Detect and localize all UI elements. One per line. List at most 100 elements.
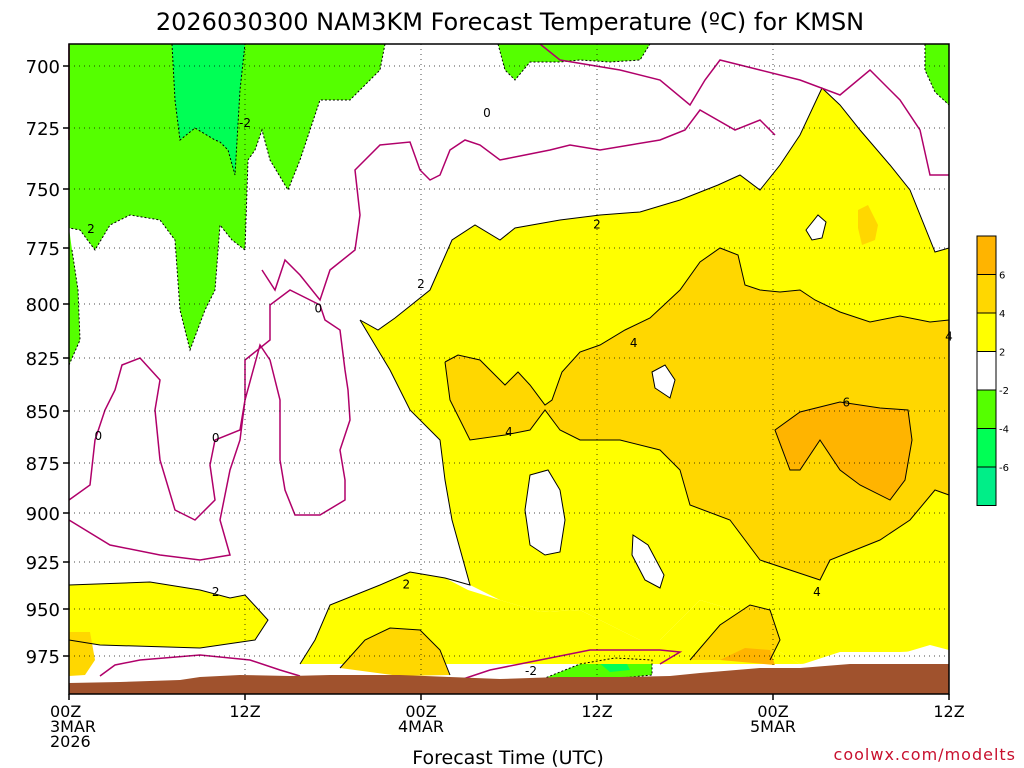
contour-label: 0 bbox=[212, 431, 220, 445]
contour-label: 2 bbox=[417, 277, 425, 291]
plot-area bbox=[68, 43, 950, 695]
x-tick-label: 4MAR bbox=[398, 717, 444, 736]
credit-text: coolwx.com/modelts bbox=[834, 745, 1016, 764]
y-tick-label: 700 bbox=[26, 57, 60, 78]
contour-2-line-main bbox=[359, 87, 950, 331]
colorbar-segment bbox=[977, 274, 996, 313]
colorbar-segment bbox=[977, 428, 996, 467]
zero-isotherm-mid-left bbox=[261, 109, 776, 302]
contour-label: 0 bbox=[95, 429, 103, 443]
contour-labels: -2 2 0 2 2 0 4 4 0 0 4 6 2 2 4 -2 bbox=[87, 106, 953, 678]
x-tick-label: 12Z bbox=[581, 702, 612, 721]
contour-4-hole-c bbox=[651, 364, 676, 399]
warm-region-6c bbox=[775, 402, 912, 500]
colorbar-segment bbox=[977, 390, 996, 429]
contour-minus4-line bbox=[171, 43, 246, 176]
contour-label: 4 bbox=[945, 329, 953, 343]
contour-label: 2 bbox=[87, 222, 95, 236]
colorbar-segment bbox=[977, 313, 996, 352]
contour-6-line bbox=[774, 401, 913, 501]
y-tick-label: 975 bbox=[26, 647, 60, 668]
zero-isotherm-surface bbox=[459, 649, 683, 681]
y-tick-label: 950 bbox=[26, 600, 60, 621]
terrain-surface bbox=[69, 664, 949, 694]
zero-isotherm-low bbox=[99, 654, 301, 677]
y-axis-ticks: 700 725 750 775 800 825 850 875 900 925 950 975 bbox=[26, 57, 69, 668]
colorbar-label: 4 bbox=[999, 309, 1005, 320]
x-tick-label: 2026 bbox=[50, 732, 91, 751]
contour-label: 2 bbox=[403, 578, 411, 592]
colorbar-frame bbox=[976, 235, 997, 506]
y-tick-label: 925 bbox=[26, 553, 60, 574]
contour-4-line-main-lower bbox=[444, 361, 950, 581]
contour-label: 4 bbox=[630, 336, 638, 350]
cold-region-upper-mid bbox=[498, 44, 650, 80]
colorbar-label: -6 bbox=[999, 463, 1009, 474]
x-tick-label: 5MAR bbox=[750, 717, 796, 736]
warm-region-low-left bbox=[69, 582, 268, 648]
warm-region-4c-main bbox=[445, 248, 949, 580]
colorbar-label: 6 bbox=[999, 271, 1005, 282]
y-tick-label: 775 bbox=[26, 239, 60, 260]
warm-hole-surface bbox=[800, 650, 949, 666]
contour-minus2-line-a bbox=[68, 43, 386, 352]
x-axis-label: Forecast Time (UTC) bbox=[412, 747, 603, 768]
cold-region-upper-left bbox=[69, 44, 385, 350]
contour-label: 0 bbox=[315, 301, 323, 315]
cold-region-upper-left-rim bbox=[69, 228, 80, 365]
x-tick-label: 12Z bbox=[229, 702, 260, 721]
contour-4-line-main bbox=[444, 247, 950, 406]
zero-isotherm-left-loop bbox=[68, 289, 351, 561]
contour-2-line-low-left bbox=[68, 581, 269, 649]
y-tick-label: 900 bbox=[26, 504, 60, 525]
contour-2-line-main-lower bbox=[299, 319, 471, 665]
contour-label: 2 bbox=[593, 217, 601, 231]
warm-hole-b bbox=[632, 535, 664, 588]
x-tick-label: 12Z bbox=[933, 702, 964, 721]
contour-label: -2 bbox=[525, 664, 537, 678]
chart-title: 2026030300 NAM3KM Forecast Temperature (… bbox=[156, 8, 864, 36]
warm-region-low-4c-a bbox=[340, 628, 450, 676]
warm-island-small bbox=[858, 205, 878, 245]
x-tick-label: 00Z bbox=[405, 702, 436, 721]
contour-label: 4 bbox=[505, 425, 513, 439]
colorbar-segment bbox=[977, 467, 996, 506]
y-tick-label: 750 bbox=[26, 180, 60, 201]
contour-2-hole-b bbox=[631, 534, 665, 589]
colorbar-segment bbox=[977, 236, 996, 275]
colorbar: 6 4 2 -2 -4 -6 bbox=[976, 235, 1009, 506]
y-tick-label: 850 bbox=[26, 402, 60, 423]
cold-region-upper-right bbox=[925, 44, 949, 105]
contour-4-low-a bbox=[339, 627, 451, 676]
contour-minus2-line-c bbox=[497, 43, 651, 81]
contour-2-hole-d bbox=[805, 214, 827, 241]
plot-frame bbox=[68, 43, 950, 695]
contour-label: 4 bbox=[813, 585, 821, 599]
colorbar-label: -2 bbox=[999, 386, 1009, 397]
warm-region-low-6c bbox=[720, 648, 775, 665]
contour-minus2-line-e bbox=[489, 657, 653, 685]
cold-region-colder-core bbox=[172, 44, 245, 175]
contour-label: 6 bbox=[843, 396, 851, 410]
y-tick-label: 825 bbox=[26, 349, 60, 370]
warm-hole-d bbox=[806, 215, 826, 240]
x-tick-label: 3MAR bbox=[50, 717, 96, 736]
x-tick-label: 00Z bbox=[757, 702, 788, 721]
colorbar-label: 2 bbox=[999, 348, 1005, 359]
colorbar-label: -4 bbox=[999, 425, 1009, 436]
contour-minus2-line-b bbox=[68, 249, 81, 366]
contour-2-hole-a bbox=[524, 469, 566, 556]
contour-label: 2 bbox=[212, 585, 220, 599]
contour-minus2-line-d bbox=[924, 44, 950, 106]
y-tick-label: 725 bbox=[26, 119, 60, 140]
y-tick-label: 800 bbox=[26, 295, 60, 316]
contour-label: 0 bbox=[483, 106, 491, 120]
contour-label: -2 bbox=[239, 116, 251, 130]
colorbar-segment bbox=[977, 351, 996, 390]
y-tick-label: 875 bbox=[26, 454, 60, 475]
warm-region-low-4c-b bbox=[690, 605, 780, 660]
x-tick-label: 00Z bbox=[50, 702, 81, 721]
contour-4-low-b bbox=[689, 604, 781, 661]
